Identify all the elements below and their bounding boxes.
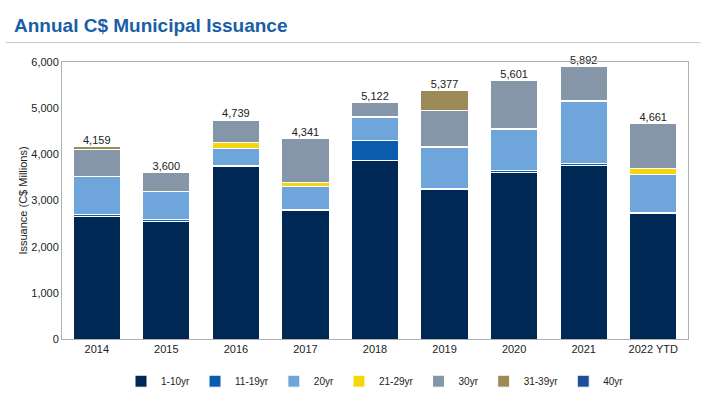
svg-text:1-10yr: 1-10yr xyxy=(161,376,190,387)
svg-text:4,159: 4,159 xyxy=(83,134,111,146)
svg-text:4,000: 4,000 xyxy=(31,148,59,160)
svg-text:40yr: 40yr xyxy=(603,376,623,387)
svg-text:20yr: 20yr xyxy=(314,376,334,387)
svg-text:2020: 2020 xyxy=(502,343,526,355)
svg-text:2022 YTD: 2022 YTD xyxy=(629,343,678,355)
svg-text:4,661: 4,661 xyxy=(639,111,667,123)
svg-text:2014: 2014 xyxy=(85,343,109,355)
svg-text:5,000: 5,000 xyxy=(31,102,59,114)
svg-text:5,122: 5,122 xyxy=(361,90,389,102)
svg-text:5,377: 5,377 xyxy=(431,78,459,90)
svg-text:21-29yr: 21-29yr xyxy=(379,376,414,387)
svg-text:0: 0 xyxy=(53,333,59,345)
svg-text:4,341: 4,341 xyxy=(292,126,320,138)
svg-text:2,000: 2,000 xyxy=(31,241,59,253)
svg-text:4,739: 4,739 xyxy=(222,107,250,119)
svg-text:Annual C$ Municipal Issuance: Annual C$ Municipal Issuance xyxy=(14,15,287,36)
svg-text:11-19yr: 11-19yr xyxy=(235,376,269,387)
svg-text:2016: 2016 xyxy=(224,343,248,355)
svg-text:3,600: 3,600 xyxy=(153,160,181,172)
svg-text:3,000: 3,000 xyxy=(31,194,59,206)
svg-text:2017: 2017 xyxy=(293,343,317,355)
svg-text:5,601: 5,601 xyxy=(500,68,528,80)
svg-text:31-39yr: 31-39yr xyxy=(524,376,559,387)
svg-text:1,000: 1,000 xyxy=(31,287,59,299)
svg-text:5,892: 5,892 xyxy=(570,54,598,66)
svg-text:2018: 2018 xyxy=(363,343,387,355)
svg-text:2015: 2015 xyxy=(154,343,178,355)
svg-text:2021: 2021 xyxy=(571,343,595,355)
svg-text:Issuance (C$ Millions): Issuance (C$ Millions) xyxy=(17,146,29,254)
svg-text:2019: 2019 xyxy=(432,343,456,355)
svg-text:30yr: 30yr xyxy=(459,376,479,387)
svg-text:6,000: 6,000 xyxy=(31,56,59,68)
